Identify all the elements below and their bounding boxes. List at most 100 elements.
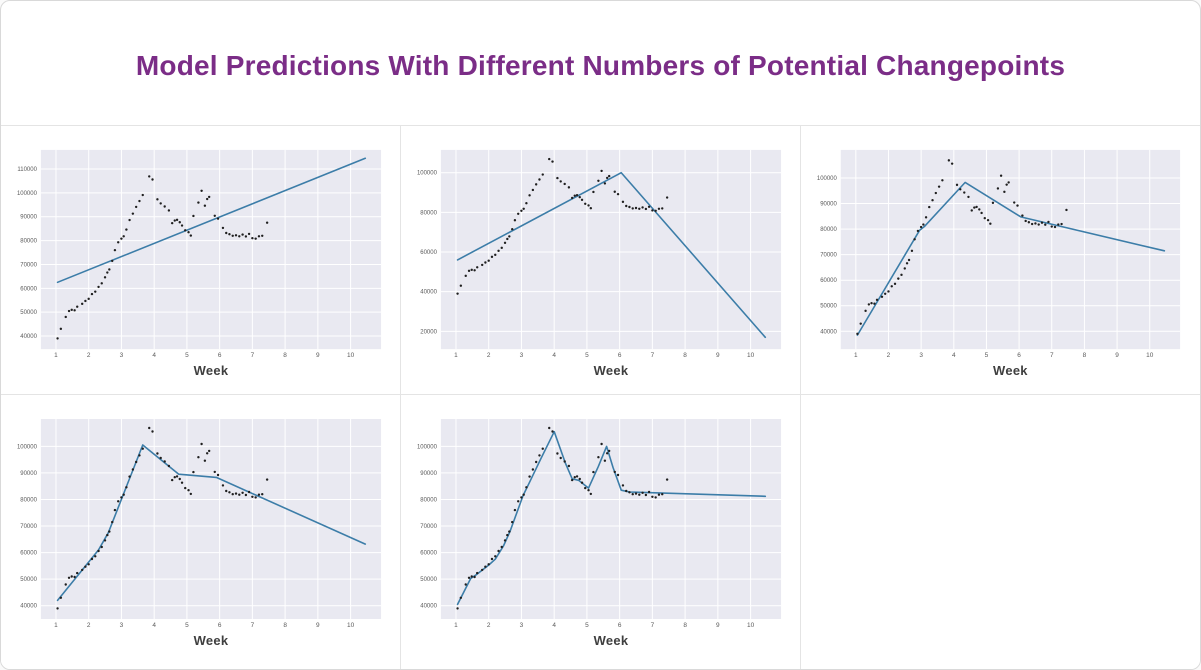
svg-text:80000: 80000 — [20, 239, 37, 245]
svg-text:10: 10 — [347, 352, 355, 359]
chart-cell-2: 20000 40000 60000 80000 100000 1 2 3 4 5 6 7 8 9 10 Wee… — [401, 126, 801, 395]
gridlines — [440, 419, 782, 619]
svg-text:3: 3 — [120, 352, 124, 359]
svg-text:8: 8 — [683, 352, 687, 359]
svg-text:7: 7 — [251, 622, 255, 629]
x-tick-labels: 1 2 3 4 5 6 7 8 9 10 — [54, 352, 354, 359]
svg-text:8: 8 — [683, 622, 687, 629]
svg-text:6: 6 — [618, 352, 622, 359]
svg-text:10: 10 — [347, 622, 355, 629]
plot-area — [40, 149, 382, 350]
trend-line — [456, 430, 767, 606]
gridlines — [840, 149, 1181, 350]
svg-text:6: 6 — [1017, 352, 1021, 359]
y-tick-labels: 40000 50000 60000 70000 80000 90000 100000 1100… — [17, 167, 38, 340]
svg-text:4: 4 — [552, 352, 556, 359]
svg-text:70000: 70000 — [20, 262, 37, 268]
svg-text:60000: 60000 — [420, 551, 437, 557]
svg-text:9: 9 — [1115, 352, 1119, 359]
scatter-points — [456, 426, 669, 610]
chart-cell-1: 40000 50000 60000 70000 80000 90000 100000 1100… — [1, 126, 401, 395]
y-tick-labels: 20000 40000 60000 80000 100000 — [417, 171, 438, 336]
svg-text:8: 8 — [283, 622, 287, 629]
svg-text:4: 4 — [552, 622, 556, 629]
svg-text:10: 10 — [747, 622, 755, 629]
trend-line — [856, 181, 1166, 336]
plot-area — [440, 419, 782, 619]
svg-text:90000: 90000 — [820, 202, 837, 208]
svg-text:50000: 50000 — [20, 577, 37, 583]
x-axis-label: Week — [194, 633, 229, 648]
svg-text:100000: 100000 — [17, 444, 38, 450]
chart-grid: 40000 50000 60000 70000 80000 90000 100000 1100… — [1, 126, 1200, 669]
svg-text:6: 6 — [218, 622, 222, 629]
svg-text:70000: 70000 — [420, 524, 437, 530]
svg-text:7: 7 — [1050, 352, 1054, 359]
svg-text:80000: 80000 — [820, 227, 837, 233]
svg-text:50000: 50000 — [820, 304, 837, 310]
svg-text:40000: 40000 — [820, 329, 837, 335]
svg-text:9: 9 — [316, 622, 320, 629]
x-axis-label: Week — [993, 363, 1028, 378]
svg-text:4: 4 — [152, 352, 156, 359]
plot-area — [40, 419, 382, 619]
svg-text:2: 2 — [887, 352, 891, 359]
chart-panel-2: 20000 40000 60000 80000 100000 1 2 3 4 5 6 7 8 9 10 Wee… — [417, 149, 782, 378]
svg-text:1: 1 — [454, 622, 458, 629]
svg-text:40000: 40000 — [20, 334, 37, 340]
chart-panel-1: 40000 50000 60000 70000 80000 90000 100000 1100… — [17, 149, 382, 378]
chart-panel-4: 40000 50000 60000 70000 80000 90000 100000 1 2 3 4… — [17, 419, 382, 648]
scatter-points — [856, 159, 1068, 336]
svg-text:2: 2 — [487, 352, 491, 359]
x-tick-labels: 1 2 3 4 5 6 7 8 9 10 — [454, 352, 754, 359]
svg-text:1: 1 — [454, 352, 458, 359]
svg-text:50000: 50000 — [420, 577, 437, 583]
chart-cell-5: 40000 50000 60000 70000 80000 90000 100000 1 2 3 4… — [401, 395, 801, 669]
chart-panel-3: 40000 50000 60000 70000 80000 90000 100000 1 2 3 4… — [817, 149, 1181, 378]
svg-text:10: 10 — [1146, 352, 1154, 359]
svg-text:10: 10 — [747, 352, 755, 359]
x-tick-labels: 1 2 3 4 5 6 7 8 9 10 — [854, 352, 1154, 359]
svg-text:60000: 60000 — [20, 551, 37, 557]
svg-text:60000: 60000 — [820, 278, 837, 284]
svg-text:2: 2 — [87, 352, 91, 359]
scatter-points — [56, 175, 269, 340]
trend-line — [456, 171, 767, 339]
svg-text:3: 3 — [520, 352, 524, 359]
svg-text:110000: 110000 — [17, 167, 37, 173]
svg-text:8: 8 — [1083, 352, 1087, 359]
title-block: Model Predictions With Different Numbers… — [1, 1, 1200, 126]
x-axis-label: Week — [594, 363, 629, 378]
svg-text:100000: 100000 — [417, 444, 438, 450]
svg-text:8: 8 — [283, 352, 287, 359]
x-axis-label: Week — [194, 363, 229, 378]
svg-text:4: 4 — [952, 352, 956, 359]
y-tick-labels: 40000 50000 60000 70000 80000 90000 100000 — [817, 176, 838, 335]
y-tick-labels: 40000 50000 60000 70000 80000 90000 100000 — [417, 444, 438, 609]
svg-text:100000: 100000 — [817, 176, 838, 182]
plot-area — [440, 149, 782, 350]
svg-text:5: 5 — [585, 622, 589, 629]
svg-text:7: 7 — [651, 352, 655, 359]
svg-text:5: 5 — [585, 352, 589, 359]
svg-text:40000: 40000 — [420, 604, 437, 610]
svg-text:70000: 70000 — [20, 524, 37, 530]
svg-text:1: 1 — [54, 352, 58, 359]
svg-text:80000: 80000 — [420, 210, 437, 216]
svg-text:9: 9 — [316, 352, 320, 359]
scatter-points — [456, 157, 669, 295]
svg-text:90000: 90000 — [20, 471, 37, 477]
chart-cell-4: 40000 50000 60000 70000 80000 90000 100000 1 2 3 4… — [1, 395, 401, 669]
trend-line — [56, 157, 367, 284]
svg-text:9: 9 — [716, 352, 720, 359]
svg-text:60000: 60000 — [20, 286, 37, 292]
page-title: Model Predictions With Different Numbers… — [135, 50, 1066, 81]
svg-text:4: 4 — [152, 622, 156, 629]
svg-text:40000: 40000 — [420, 290, 437, 296]
svg-text:3: 3 — [919, 352, 923, 359]
svg-text:5: 5 — [985, 352, 989, 359]
svg-text:50000: 50000 — [20, 310, 37, 316]
y-tick-labels: 40000 50000 60000 70000 80000 90000 100000 — [17, 444, 38, 609]
svg-text:100000: 100000 — [17, 191, 38, 197]
